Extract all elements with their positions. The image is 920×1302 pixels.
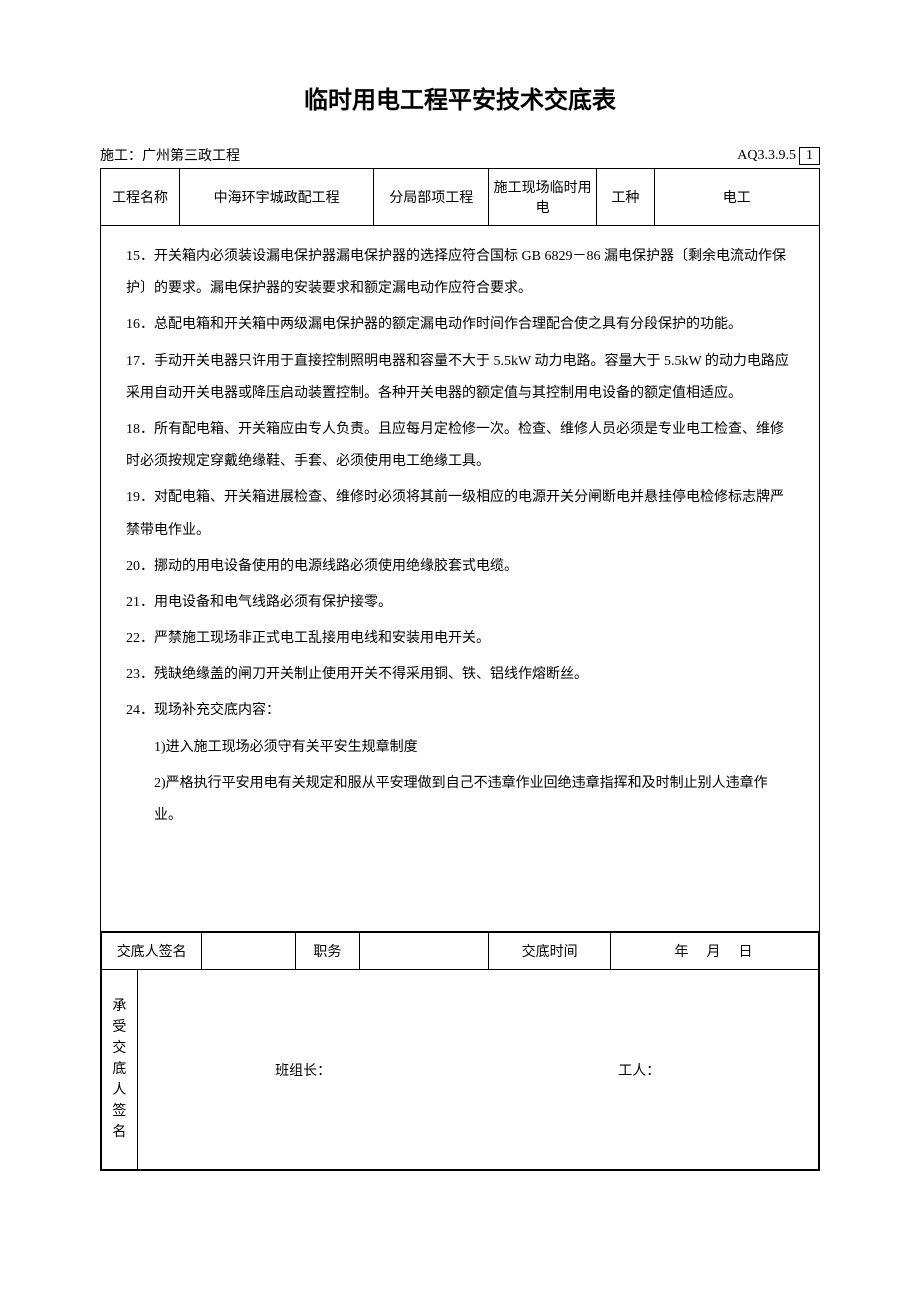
code-prefix: AQ3.3.9.5 [737,148,796,163]
footer-table: 交底人签名 职务 交底时间 年 月 日 [101,932,819,969]
sub-item-2: 2)严格执行平安用电有关规定和服从平安理做到自己不违章作业回绝违章指挥和及时制止… [126,768,794,832]
date-value: 年 月 日 [611,933,819,970]
worker: 工人： [464,1060,814,1080]
signer-value [202,933,295,970]
sub-item-1: 1)进入施工现场必须守有关平安生规章制度 [126,732,794,764]
constructor-label: 施工： [100,149,142,164]
item-23: 23．残缺绝缘盖的闸刀开关制止使用开关不得采用铜、铁、铝线作熔断丝。 [126,659,794,691]
sub-project-value: 施工现场临时用电 [489,169,597,226]
sub-project-label: 分局部项工程 [374,169,489,226]
work-type-label: 工种 [597,169,655,226]
receiver-label: 承受交底人签名 [102,970,138,1170]
time-label: 交底时间 [489,933,611,970]
document-title: 临时用电工程平安技术交底表 [100,80,820,115]
receiver-label-text: 承受交底人签名 [106,996,133,1143]
position-value [360,933,489,970]
constructor-value: 广州第三政工程 [142,149,240,164]
item-22: 22．严禁施工现场非正式电工乱接用电线和安装用电开关。 [126,623,794,655]
item-16: 16．总配电箱和开关箱中两级漏电保护器的额定漏电动作时间作合理配合使之具有分段保… [126,309,794,341]
item-17: 17．手动开关电器只许用于直接控制照明电器和容量不大于 5.5kW 动力电路。容… [126,346,794,410]
content-cell: 15．开关箱内必须装设漏电保护器漏电保护器的选择应符合国标 GB 6829－86… [101,226,820,932]
signature-row: 交底人签名 职务 交底时间 年 月 日 [101,932,820,970]
signer-label: 交底人签名 [102,933,202,970]
item-15: 15．开关箱内必须装设漏电保护器漏电保护器的选择应符合国标 GB 6829－86… [126,241,794,305]
receiver-signature-row: 承受交底人签名 班组长： 工人： [101,969,820,1171]
signature-content: 班组长： 工人： [137,970,818,1170]
code-number: 1 [799,147,820,165]
item-19: 19．对配电箱、开关箱进展检查、维修时必须将其前一级相应的电源开关分闸断电并悬挂… [126,482,794,546]
code-info: AQ3.3.9.51 [737,147,820,165]
info-row: 工程名称 中海环宇城政配工程 分局部项工程 施工现场临时用电 工种 电工 [101,169,820,226]
position-label: 职务 [295,933,360,970]
project-name-label: 工程名称 [101,169,180,226]
item-24: 24．现场补充交底内容： [126,695,794,727]
item-21: 21．用电设备和电气线路必须有保护接零。 [126,587,794,619]
item-20: 20．挪动的用电设备使用的电源线路必须使用绝缘胶套式电缆。 [126,551,794,583]
team-leader: 班组长： [142,1060,465,1080]
blank-area [126,836,794,916]
constructor-info: 施工：广州第三政工程 [100,145,240,165]
project-name-value: 中海环宇城政配工程 [180,169,374,226]
header-row: 施工：广州第三政工程 AQ3.3.9.51 [100,145,820,165]
item-18: 18．所有配电箱、开关箱应由专人负责。且应每月定检修一次。检查、维修人员必须是专… [126,414,794,478]
work-type-value: 电工 [654,169,819,226]
main-table: 工程名称 中海环宇城政配工程 分局部项工程 施工现场临时用电 工种 电工 15．… [100,168,820,1171]
